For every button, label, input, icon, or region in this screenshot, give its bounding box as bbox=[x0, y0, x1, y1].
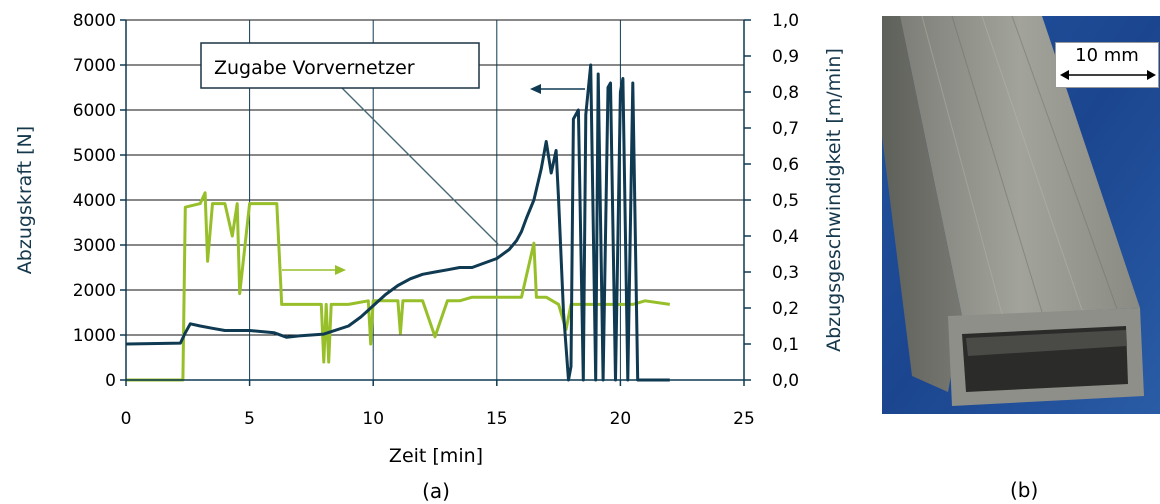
x-axis-title: Zeit [min] bbox=[389, 445, 483, 467]
x-tick-label: 0 bbox=[121, 409, 132, 429]
series-layer bbox=[125, 63, 671, 382]
y-axis-right-title: Abzugsgeschwindigkeit [m/min] bbox=[823, 48, 845, 352]
y-axis-left-title: Abzugskraft [N] bbox=[14, 126, 36, 274]
force-axis-arrow bbox=[530, 84, 585, 94]
y-right-tick-label: 0,9 bbox=[772, 47, 799, 67]
scale-bar-label: 10 mm bbox=[1075, 45, 1139, 66]
x-tick-label: 5 bbox=[244, 409, 255, 429]
chart-area: 0 1000 2000 3000 4000 5000 6000 7000 8000 0 5 10 15 2… bbox=[14, 11, 845, 503]
annotation: Zugabe Vorvernetzer bbox=[200, 42, 499, 245]
y-left-tick-label: 0 bbox=[105, 371, 116, 391]
tick-labels: 0 1000 2000 3000 4000 5000 6000 7000 8000 0 5 10 15 2… bbox=[73, 11, 799, 429]
y-right-tick-label: 0,1 bbox=[772, 335, 799, 355]
y-left-tick-label: 2000 bbox=[73, 281, 116, 301]
y-right-tick-label: 0,5 bbox=[772, 191, 799, 211]
y-right-tick-label: 0,0 bbox=[772, 371, 799, 391]
x-tick-label: 10 bbox=[362, 409, 384, 429]
y-right-tick-label: 0,2 bbox=[772, 299, 799, 319]
y-left-tick-label: 4000 bbox=[73, 191, 116, 211]
y-right-tick-label: 1,0 bbox=[772, 11, 799, 31]
y-right-tick-label: 0,4 bbox=[772, 227, 799, 247]
y-left-tick-label: 1000 bbox=[73, 326, 116, 346]
panel-label-a: (a) bbox=[422, 479, 450, 503]
axes bbox=[120, 19, 751, 386]
y-left-tick-label: 6000 bbox=[73, 101, 116, 121]
scale-bar: 10 mm bbox=[1055, 42, 1159, 88]
y-left-tick-label: 8000 bbox=[73, 11, 116, 31]
y-right-tick-label: 0,8 bbox=[772, 83, 799, 103]
annotation-leader-line bbox=[339, 85, 499, 245]
annotation-text: Zugabe Vorvernetzer bbox=[214, 57, 415, 79]
y-right-tick-label: 0,3 bbox=[772, 263, 799, 283]
y-left-tick-label: 7000 bbox=[73, 56, 116, 76]
force-series-line bbox=[125, 63, 670, 382]
panel-label-b: (b) bbox=[1010, 478, 1039, 502]
y-left-tick-label: 5000 bbox=[73, 146, 116, 166]
y-right-tick-label: 0,6 bbox=[772, 155, 799, 175]
speed-axis-arrow bbox=[282, 265, 346, 275]
x-tick-label: 20 bbox=[610, 409, 632, 429]
x-tick-label: 15 bbox=[486, 409, 508, 429]
annotation-box bbox=[200, 42, 480, 89]
double-arrow-icon bbox=[1060, 70, 1156, 80]
x-tick-label: 25 bbox=[733, 409, 755, 429]
y-right-tick-label: 0,7 bbox=[772, 119, 799, 139]
y-left-tick-label: 3000 bbox=[73, 236, 116, 256]
